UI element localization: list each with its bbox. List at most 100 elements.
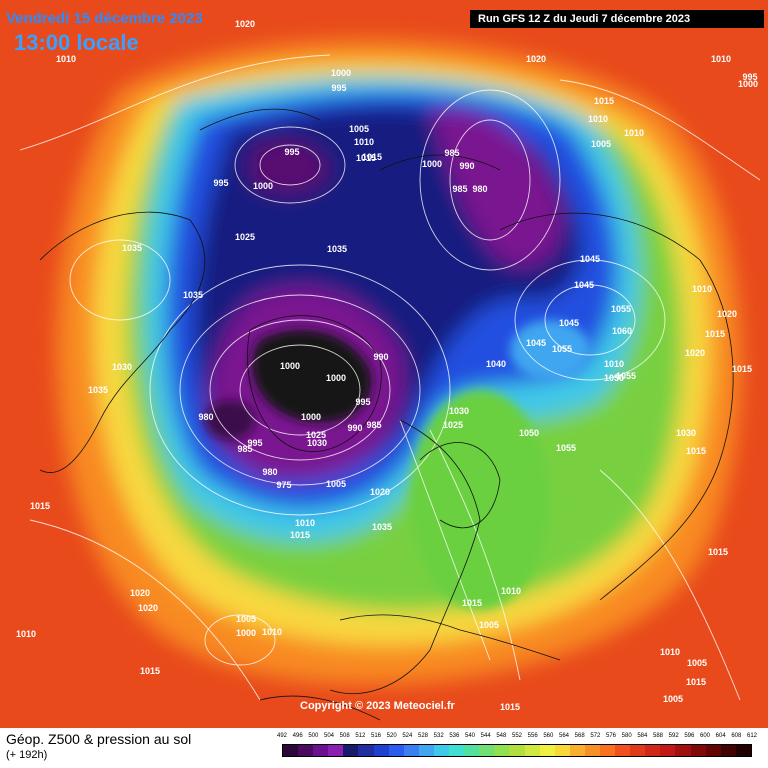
pressure-label: 1010 bbox=[604, 359, 624, 369]
scale-label: 512 bbox=[355, 733, 366, 739]
scale-swatch bbox=[358, 745, 374, 756]
pressure-label: 1015 bbox=[30, 501, 50, 511]
pressure-label: 985 bbox=[444, 148, 459, 158]
pressure-label: 1010 bbox=[711, 54, 731, 64]
pressure-label: 1015 bbox=[356, 153, 376, 163]
pressure-label: 1000 bbox=[236, 628, 256, 638]
pressure-label: 1015 bbox=[686, 446, 706, 456]
scale-swatch bbox=[599, 745, 616, 756]
pressure-label: 985 bbox=[366, 420, 381, 430]
scale-label: 596 bbox=[684, 733, 695, 739]
pressure-label: 995 bbox=[284, 147, 299, 157]
pressure-label: 1000 bbox=[326, 373, 346, 383]
scale-label: 572 bbox=[590, 733, 601, 739]
scale-swatch bbox=[373, 745, 389, 756]
scale-swatch bbox=[539, 745, 555, 756]
color-scale-bar bbox=[282, 744, 752, 757]
coast-siberia bbox=[379, 154, 501, 171]
color-scale-labels: 492 496 500 504 508 512 516 520 524 528 532 536 540 5… bbox=[277, 733, 757, 743]
pressure-label: 1020 bbox=[138, 603, 158, 613]
zone-low-core bbox=[205, 400, 255, 440]
pressure-label: 1010 bbox=[624, 128, 644, 138]
pressure-label: 995 bbox=[213, 178, 228, 188]
pressure-label: 985 bbox=[237, 444, 252, 454]
scale-swatch bbox=[283, 745, 299, 756]
pressure-label: 1035 bbox=[88, 385, 108, 395]
pressure-label: 1015 bbox=[290, 530, 310, 540]
pressure-label: 1010 bbox=[16, 629, 36, 639]
scale-swatch bbox=[494, 745, 510, 756]
scale-label: 584 bbox=[637, 733, 648, 739]
pressure-label: 1000 bbox=[738, 79, 758, 89]
pressure-label: 1005 bbox=[349, 124, 369, 134]
pressure-label: 1025 bbox=[235, 232, 255, 242]
pressure-label: 1035 bbox=[183, 290, 203, 300]
scale-swatch bbox=[313, 745, 329, 756]
scale-label: 536 bbox=[449, 733, 460, 739]
pressure-label: 1015 bbox=[462, 598, 482, 608]
scale-swatch bbox=[449, 745, 465, 756]
pressure-label: 1055 bbox=[611, 304, 631, 314]
scale-swatch bbox=[660, 745, 676, 756]
pressure-label: 1050 bbox=[604, 373, 624, 383]
pressure-label: 1015 bbox=[500, 702, 520, 712]
pressure-label: 1005 bbox=[687, 658, 707, 668]
scale-swatch bbox=[630, 745, 646, 756]
coast-scandinavia bbox=[419, 442, 501, 529]
pressure-label: 1010 bbox=[692, 284, 712, 294]
pressure-label: 980 bbox=[198, 412, 213, 422]
pressure-label: 1030 bbox=[307, 438, 327, 448]
scale-label: 560 bbox=[543, 733, 554, 739]
pressure-label: 980 bbox=[262, 467, 277, 477]
forecast-hour: 13:00 locale bbox=[14, 30, 139, 55]
scale-label: 492 bbox=[276, 733, 288, 739]
pressure-label: 1005 bbox=[326, 479, 346, 489]
scale-label: 548 bbox=[496, 733, 507, 739]
copyright-text: Copyright © 2023 Meteociel.fr bbox=[300, 700, 455, 712]
scale-label: 604 bbox=[715, 733, 726, 739]
pressure-label: 1000 bbox=[301, 412, 321, 422]
pressure-label: 1030 bbox=[112, 362, 132, 372]
scale-label: 552 bbox=[511, 733, 523, 739]
coast-europe bbox=[329, 419, 481, 694]
pressure-label: 1035 bbox=[327, 244, 347, 254]
scale-label: 532 bbox=[433, 733, 444, 739]
pressure-label: 1000 bbox=[280, 361, 300, 371]
pressure-label: 1000 bbox=[331, 68, 351, 78]
pressure-label: 990 bbox=[459, 161, 474, 171]
pressure-label: 1015 bbox=[362, 152, 382, 162]
coast-greenland bbox=[247, 315, 382, 452]
zone-cyan-pocket bbox=[510, 320, 590, 380]
scale-label: 564 bbox=[558, 733, 570, 739]
pressure-label: 1015 bbox=[732, 364, 752, 374]
pressure-label: 1045 bbox=[559, 318, 579, 328]
scale-label: 528 bbox=[417, 733, 429, 739]
pressure-label: 1060 bbox=[612, 326, 632, 336]
pressure-label: 1010 bbox=[354, 137, 374, 147]
pressure-label: 1015 bbox=[140, 666, 160, 676]
pressure-label: 1010 bbox=[262, 627, 282, 637]
pressure-label: 1030 bbox=[676, 428, 696, 438]
pressure-label: 1030 bbox=[449, 406, 469, 416]
pressure-label: 1015 bbox=[594, 96, 614, 106]
pressure-label: 980 bbox=[472, 184, 487, 194]
scale-label: 540 bbox=[464, 733, 476, 739]
scale-swatch bbox=[433, 745, 450, 756]
forecast-range: (+ 192h) bbox=[6, 749, 48, 761]
scale-label: 520 bbox=[386, 733, 397, 739]
pressure-label: 1055 bbox=[556, 443, 576, 453]
scale-swatch bbox=[690, 745, 706, 756]
scale-label: 500 bbox=[308, 733, 319, 739]
pressure-label: 995 bbox=[247, 438, 262, 448]
pressure-label: 1010 bbox=[56, 54, 76, 64]
zone-purple-siberia bbox=[430, 108, 562, 267]
coast-mediterranean bbox=[339, 614, 561, 661]
coast-north-america bbox=[39, 211, 206, 473]
pressure-label: 1045 bbox=[574, 280, 594, 290]
pressure-label: 1055 bbox=[552, 344, 572, 354]
isobar-lines bbox=[19, 54, 761, 701]
scale-swatch bbox=[328, 745, 344, 756]
pressure-label: 995 bbox=[742, 72, 757, 82]
scale-label: 612 bbox=[746, 733, 758, 739]
